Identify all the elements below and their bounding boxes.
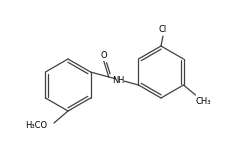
Text: N: N <box>112 76 118 85</box>
Text: H: H <box>117 76 123 85</box>
Text: Cl: Cl <box>159 25 167 34</box>
Text: O: O <box>101 52 107 60</box>
Text: H₃CO: H₃CO <box>25 120 47 130</box>
Text: CH₃: CH₃ <box>196 96 211 106</box>
